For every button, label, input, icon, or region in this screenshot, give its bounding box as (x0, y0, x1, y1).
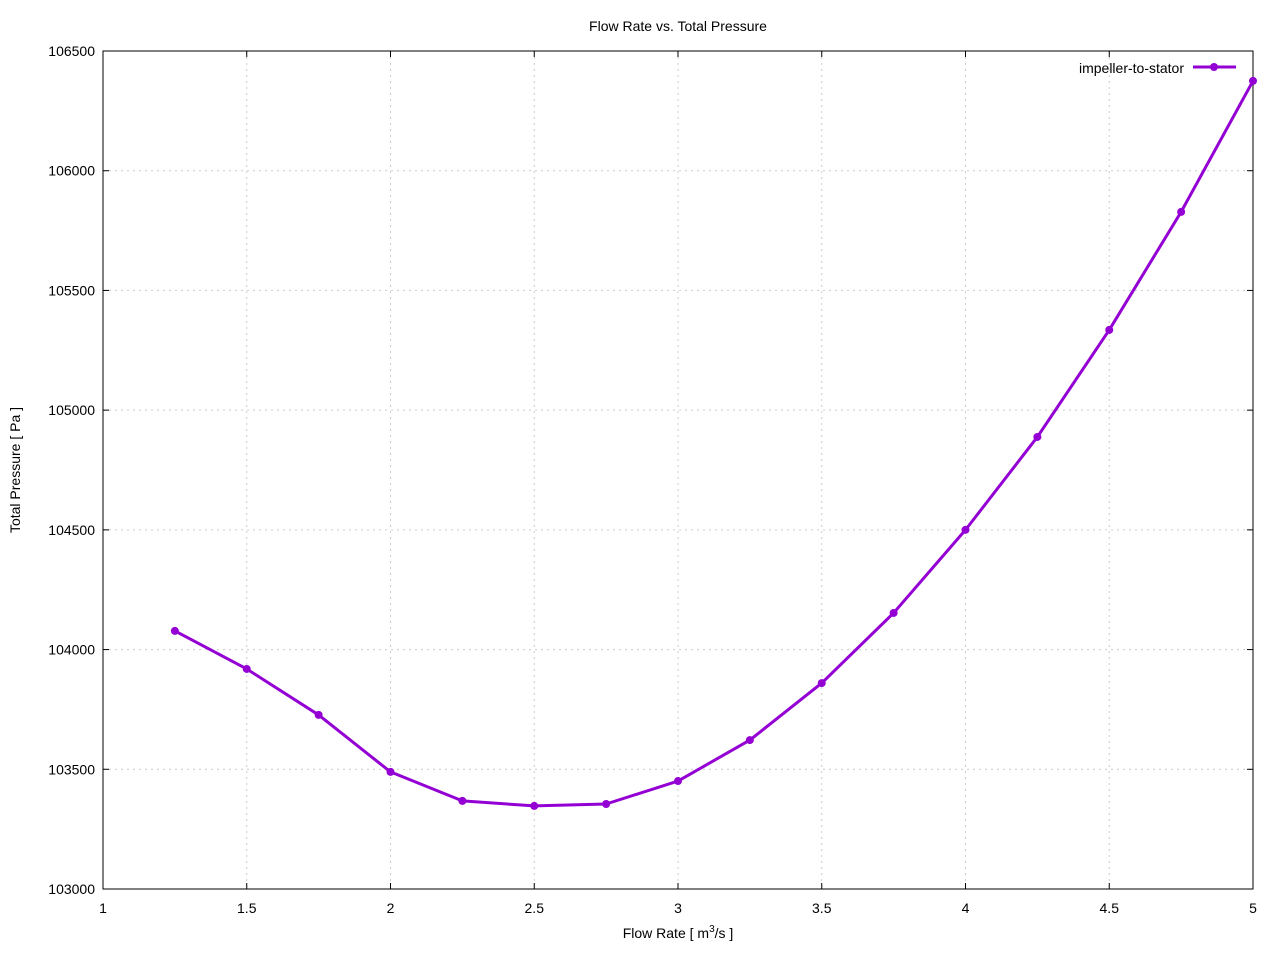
y-tick-label: 106000 (48, 163, 95, 179)
y-tick-label: 103500 (48, 761, 95, 777)
x-tick-label: 3 (674, 900, 682, 916)
x-tick-label: 2 (387, 900, 395, 916)
x-tick-label: 5 (1249, 900, 1257, 916)
data-point (602, 800, 611, 809)
data-point (458, 796, 467, 805)
x-tick-label: 1 (99, 900, 107, 916)
x-tick-label: 4.5 (1100, 900, 1120, 916)
data-point (1249, 76, 1257, 85)
series-line (174, 80, 1255, 808)
data-point (386, 767, 395, 776)
data-point (1033, 432, 1042, 441)
data-point (530, 801, 539, 810)
data-point (889, 608, 898, 617)
y-tick-label: 104500 (48, 522, 95, 538)
legend-marker (1210, 63, 1218, 71)
y-axis-label: Total Pressure [ Pa ] (7, 407, 23, 533)
y-tick-label: 106500 (48, 43, 95, 59)
x-tick-label: 1.5 (237, 900, 257, 916)
x-tick-label: 3.5 (812, 900, 832, 916)
data-point (1105, 325, 1114, 334)
data-point (1177, 207, 1186, 216)
plot-border (102, 50, 1254, 890)
grid (103, 51, 1253, 889)
legend: impeller-to-stator (1079, 60, 1236, 76)
data-point (745, 736, 754, 745)
x-axis-label: Flow Rate [ m3/s ] (623, 924, 734, 941)
y-tick-label: 105500 (48, 282, 95, 298)
data-point (674, 777, 682, 786)
legend-label: impeller-to-stator (1079, 60, 1184, 76)
y-tick-label: 103000 (48, 881, 95, 897)
y-tick-label: 105000 (48, 402, 95, 418)
data-point (961, 525, 970, 534)
chart-title: Flow Rate vs. Total Pressure (589, 18, 767, 34)
series (170, 76, 1257, 810)
data-point (242, 664, 251, 673)
x-tick-label: 2.5 (525, 900, 545, 916)
x-tick-label: 4 (962, 900, 970, 916)
data-point (170, 626, 179, 635)
axis-ticks: 1 1.5 2 2.5 3 3.5 4 4.5 5 103000 103500 104000 10450… (48, 43, 1257, 916)
y-tick-label: 104000 (48, 642, 95, 658)
data-point (817, 679, 826, 688)
data-point (314, 710, 323, 719)
